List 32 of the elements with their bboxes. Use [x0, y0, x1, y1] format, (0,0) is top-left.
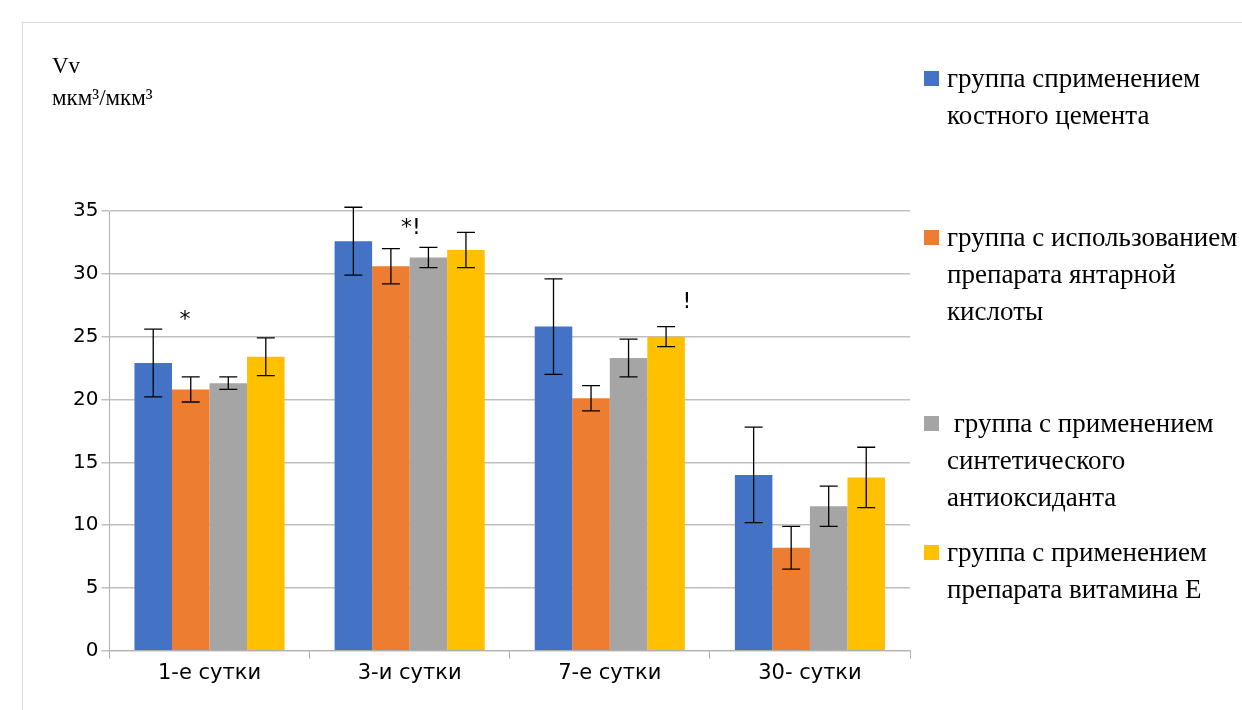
- legend-label: группа сприменением костного цемента: [947, 62, 1202, 132]
- y-tick-label: 5: [85, 574, 99, 599]
- legend-label: группа с применением синтетического антиоксиданта: [947, 407, 1215, 514]
- bar: [772, 547, 810, 651]
- annotation: !: [682, 287, 692, 313]
- legend-label: группа с использованием препарата янтарной кислоты: [947, 221, 1239, 328]
- legend-label: группа с применением препарата витамина Е: [947, 536, 1208, 606]
- x-tick-label: 1-е сутки: [157, 659, 262, 684]
- bar: [734, 474, 773, 651]
- bar: [247, 356, 285, 651]
- y-tick-label: 20: [73, 385, 99, 410]
- bar: [134, 363, 172, 651]
- x-tick-label: 7-е сутки: [558, 659, 662, 684]
- y-axis-title: Vv мкм³/мкм³: [52, 52, 153, 112]
- x-tick-label: 30- сутки: [758, 659, 862, 684]
- bar: [647, 336, 685, 651]
- y-tick-label: 25: [73, 322, 99, 347]
- y-tick-label: 15: [73, 448, 99, 473]
- bar: [334, 241, 373, 651]
- bar: [447, 249, 485, 651]
- bar: [171, 389, 210, 651]
- x-tick-label: 3-и сутки: [357, 659, 462, 684]
- bar: [372, 266, 410, 651]
- y-tick-label: 0: [85, 637, 99, 661]
- bar: [847, 477, 885, 651]
- y-tick-label: 35: [73, 197, 99, 222]
- y-tick-label: 30: [73, 260, 99, 285]
- bar: [534, 326, 573, 651]
- annotation: *!: [401, 213, 421, 239]
- annotation: *: [179, 305, 191, 331]
- bar: [572, 398, 610, 651]
- y-tick-label: 10: [73, 511, 99, 536]
